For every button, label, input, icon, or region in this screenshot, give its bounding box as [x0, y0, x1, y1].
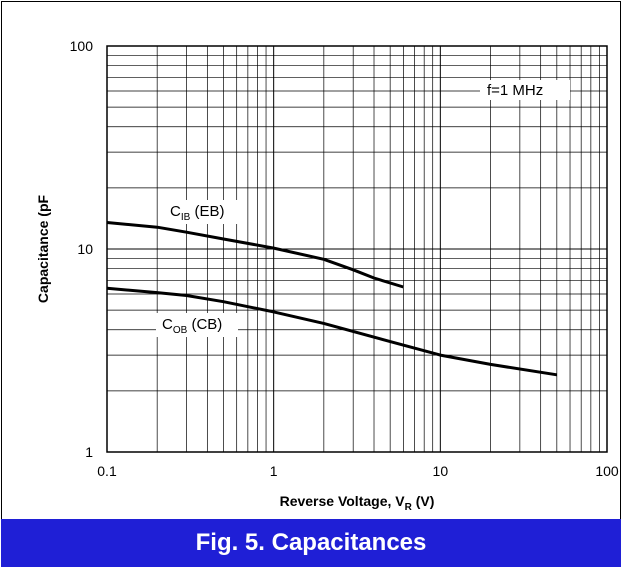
frequency-annotation: f=1 MHz — [487, 82, 543, 99]
series-label-cib: CIB (EB) — [170, 203, 224, 223]
series-label-cib-rest: (EB) — [190, 203, 224, 220]
series-label-bg-cob — [156, 313, 238, 337]
plot-border — [106, 45, 608, 453]
frequency-annotation-box — [480, 80, 570, 100]
figure-caption: Fig. 5. Capacitances — [195, 529, 427, 556]
x-axis-label-main: Reverse Voltage, V — [280, 493, 406, 509]
x-tick-label: 100 — [595, 463, 619, 479]
x-tick-label: 10 — [433, 463, 449, 479]
series-label-cib-main: C — [170, 203, 181, 220]
series-label-cib-sub: IB — [181, 212, 191, 223]
x-tick-label: 0.1 — [97, 463, 117, 479]
y-tick-label: 100 — [70, 38, 94, 54]
grid — [107, 46, 607, 452]
x-axis-label: Reverse Voltage, VR (V) — [280, 493, 435, 513]
series-label-cob-main: C — [162, 316, 173, 333]
x-axis-label-sub: R — [405, 502, 413, 513]
caption-bar: Fig. 5. Capacitances — [1, 519, 621, 567]
series-label-bg-cib — [164, 200, 244, 224]
series-label-cob-sub: OB — [173, 325, 188, 336]
series-line-cob — [106, 286, 558, 377]
y-tick-label: 10 — [77, 241, 93, 257]
series-line-cib — [106, 221, 404, 289]
series-label-cob: COB (CB) — [162, 316, 222, 336]
y-tick-label: 1 — [85, 444, 93, 460]
x-tick-label: 1 — [270, 463, 278, 479]
series-label-cob-rest: (CB) — [187, 316, 222, 333]
y-axis-label: Capacitance (pF — [35, 194, 51, 303]
curves — [106, 221, 558, 377]
x-axis-label-unit: (V) — [412, 493, 435, 509]
